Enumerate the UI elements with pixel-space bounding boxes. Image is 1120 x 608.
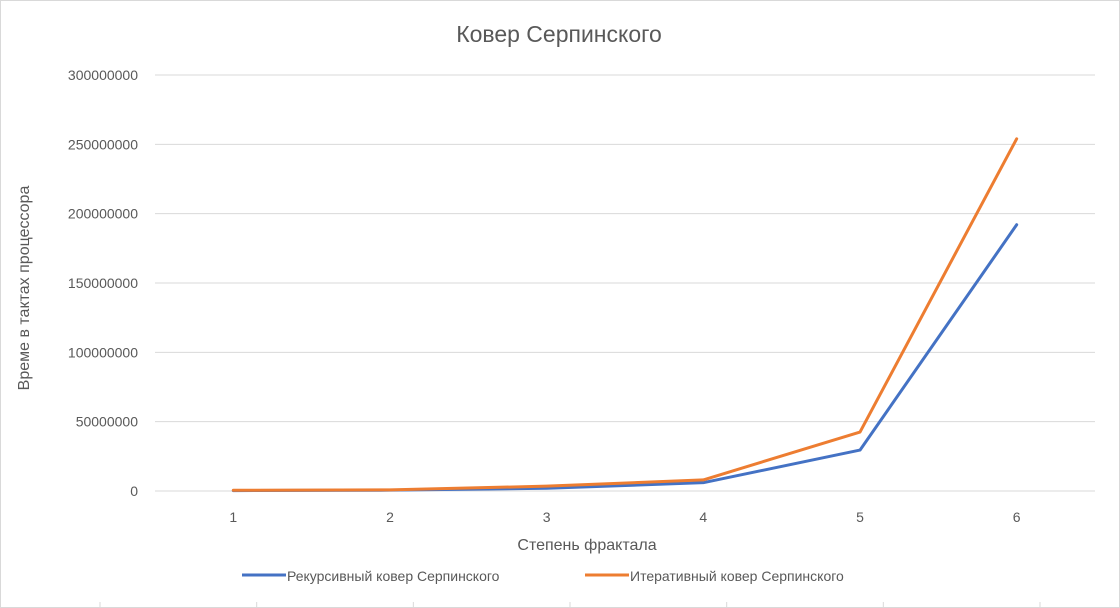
legend-label-2: Итеративный ковер Серпинского bbox=[630, 568, 844, 584]
y-tick-label: 100000000 bbox=[68, 344, 138, 360]
legend: Рекурсивный ковер Серпинского Итеративный… bbox=[242, 568, 844, 584]
y-axis-title: Време в тактах процессора bbox=[16, 186, 33, 391]
series-line-2 bbox=[231, 137, 1019, 492]
y-tick-label: 0 bbox=[130, 483, 138, 499]
series-lines bbox=[231, 137, 1019, 493]
y-tick-label: 250000000 bbox=[68, 136, 138, 152]
x-tick-label: 3 bbox=[543, 509, 551, 525]
x-tick-label: 6 bbox=[1013, 509, 1021, 525]
x-tick-label: 2 bbox=[386, 509, 394, 525]
legend-label-1: Рекурсивный ковер Серпинского bbox=[287, 568, 500, 584]
y-tick-label: 50000000 bbox=[76, 414, 139, 430]
y-tick-label: 150000000 bbox=[68, 275, 138, 291]
gridlines bbox=[99, 74, 1095, 607]
x-tick-label: 4 bbox=[699, 509, 707, 525]
y-axis-ticks: 0 50000000 100000000 150000000 200000000 2500… bbox=[68, 67, 138, 499]
x-axis-title: Степень фрактала bbox=[517, 537, 656, 554]
y-tick-label: 200000000 bbox=[68, 206, 138, 222]
x-tick-label: 5 bbox=[856, 509, 864, 525]
x-axis-ticks: 1 2 3 4 5 6 bbox=[229, 509, 1020, 525]
y-tick-label: 300000000 bbox=[68, 67, 138, 83]
x-tick-label: 1 bbox=[229, 509, 237, 525]
chart-title: Ковер Серпинского bbox=[456, 21, 662, 47]
